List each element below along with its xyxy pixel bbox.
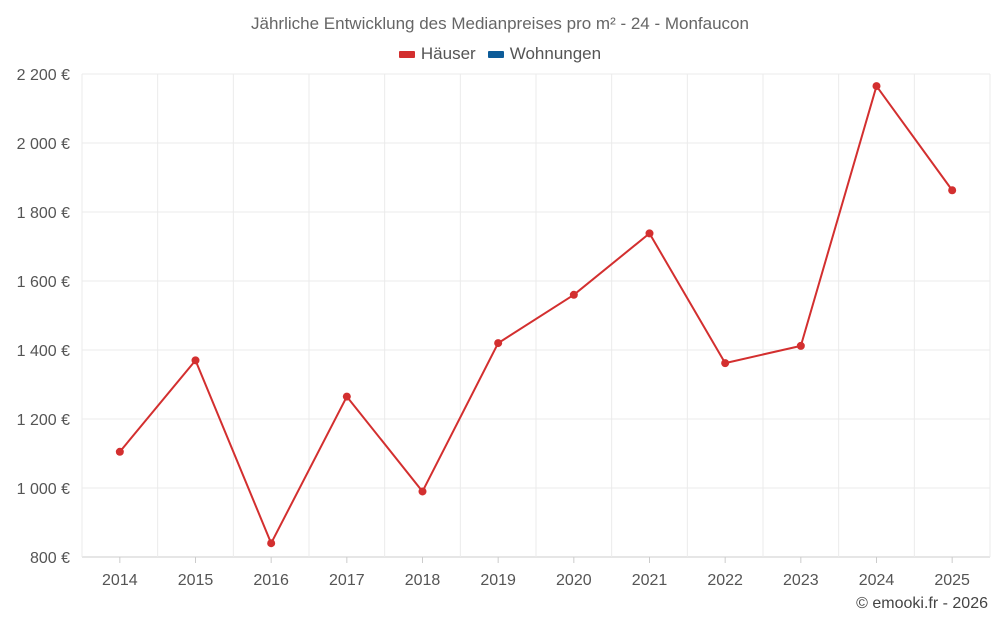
x-tick-label: 2020 [556,572,592,589]
data-point [645,229,654,238]
x-tick-label: 2014 [102,572,138,589]
x-tick-label: 2021 [632,572,668,589]
legend-swatch-haeuser [398,50,415,58]
data-point [494,339,503,348]
legend-label-haeuser: Häuser [420,44,476,63]
x-tick-label: 2024 [859,572,895,589]
x-tick-label: 2016 [253,572,289,589]
chart-title: Jährliche Entwicklung des Medianpreises … [251,14,749,33]
series-line-0 [119,85,953,545]
y-tick-label: 1 200 € [17,412,70,429]
x-tick-label: 2018 [405,572,441,589]
x-tick-label: 2022 [707,572,743,589]
x-tick-label: 2025 [934,572,970,589]
data-point [418,487,427,496]
data-point [721,359,730,368]
legend: Häuser Wohnungen [0,44,1000,64]
data-point [115,447,124,456]
y-tick-label: 800 € [30,550,70,567]
data-point [342,392,351,401]
x-tick-label: 2015 [178,572,214,589]
legend-label-wohnungen: Wohnungen [509,44,602,63]
legend-swatch-wohnungen [487,50,504,58]
data-point [948,186,957,195]
data-point [872,82,881,91]
data-point [267,539,276,548]
data-point [796,341,805,350]
y-tick-label: 2 000 € [17,136,70,153]
legend-item-wohnungen[interactable]: Wohnungen [487,44,602,64]
y-tick-label: 1 800 € [17,205,70,222]
y-tick-label: 2 200 € [17,67,70,84]
data-point [569,290,578,299]
legend-item-haeuser[interactable]: Häuser [398,44,476,64]
y-tick-label: 1 600 € [17,274,70,291]
y-tick-label: 1 000 € [17,481,70,498]
copyright-text: © emooki.fr - 2026 [856,595,988,612]
x-tick-label: 2017 [329,572,365,589]
data-point [191,356,200,365]
y-tick-label: 1 400 € [17,343,70,360]
x-tick-label: 2019 [480,572,516,589]
x-tick-label: 2023 [783,572,819,589]
